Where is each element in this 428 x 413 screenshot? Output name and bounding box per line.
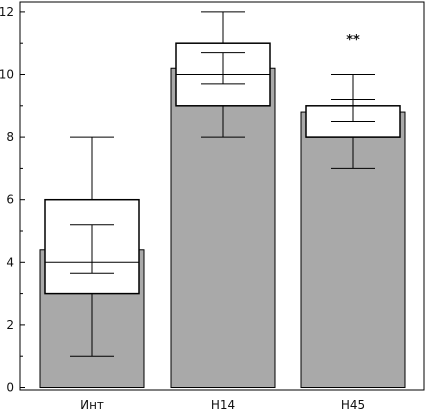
y-tick-label: 10 <box>0 68 14 82</box>
x-category-label: Н45 <box>341 398 365 412</box>
y-tick-label: 6 <box>6 193 14 207</box>
x-category-label: Инт <box>80 398 104 412</box>
y-tick-label: 12 <box>0 5 14 19</box>
x-category-label: Н14 <box>211 398 235 412</box>
y-tick-label: 4 <box>6 255 14 269</box>
significance-marker: ** <box>346 33 360 48</box>
category-labels: Инт Н14 Н45 <box>80 398 365 412</box>
y-tick-label: 0 <box>6 381 14 395</box>
annotations: ** <box>346 33 360 48</box>
boxplots <box>44 11 401 357</box>
plot-frame <box>19 1 425 391</box>
y-tick-label: 2 <box>6 318 14 332</box>
y-axis-ticks: 0 2 4 6 8 10 12 <box>0 5 25 395</box>
y-tick-label: 8 <box>6 130 14 144</box>
